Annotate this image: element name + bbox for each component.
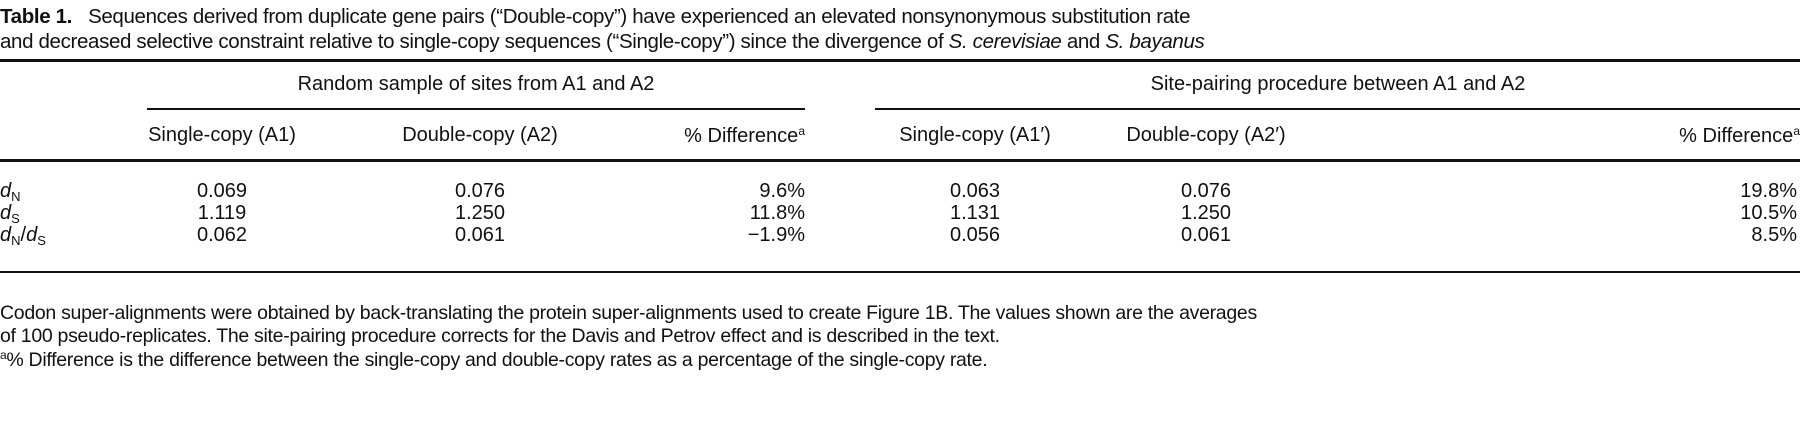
table-cell: 0.063 xyxy=(949,180,1001,202)
table-cell: 1.250 xyxy=(454,202,506,224)
species-1: S. cerevisiae xyxy=(948,30,1062,53)
caption-and: and xyxy=(1061,30,1106,53)
caption-line-2: and decreased selective constraint relat… xyxy=(0,30,949,53)
table-cell: 1.250 xyxy=(1180,202,1232,224)
species-2: S. bayanus xyxy=(1105,30,1205,53)
table-cell: −1.9% xyxy=(747,224,805,246)
caption-line-1: Sequences derived from duplicate gene pa… xyxy=(88,5,1191,28)
col-header-diff-1: % Differencea xyxy=(684,124,805,147)
table-cell: 1.131 xyxy=(949,202,1001,224)
group-rule-1 xyxy=(147,108,805,110)
group-header-site-pairing: Site-pairing procedure between A1 and A2 xyxy=(1150,73,1526,95)
table-cell: 0.056 xyxy=(949,224,1001,246)
table-note-2: of 100 pseudo-replicates. The site-pairi… xyxy=(0,325,1000,347)
table-cell: 9.6% xyxy=(759,180,805,202)
table-cell: 10.5% xyxy=(1740,202,1797,224)
table-cell: 0.069 xyxy=(196,180,248,202)
table-note-1: Codon super-alignments were obtained by … xyxy=(0,302,1257,324)
row-label: dN/dS xyxy=(0,224,46,248)
col-header-double-a2: Double-copy (A2) xyxy=(402,124,558,146)
col-header-diff-2: % Differencea xyxy=(1679,124,1800,147)
top-rule xyxy=(0,59,1800,62)
table-label: Table 1. xyxy=(0,5,73,28)
table-caption: Table 1. Sequences derived from duplicat… xyxy=(0,4,1800,54)
table-cell: 0.061 xyxy=(1180,224,1232,246)
row-label: dS xyxy=(0,202,20,226)
table-cell: 8.5% xyxy=(1751,224,1797,246)
row-label: dN xyxy=(0,180,21,204)
bottom-rule xyxy=(0,271,1800,273)
col-header-double-a2p: Double-copy (A2′) xyxy=(1126,124,1286,146)
table-footnote-a: a% Difference is the difference between … xyxy=(0,348,988,371)
table-cell: 0.062 xyxy=(196,224,248,246)
table-cell: 11.8% xyxy=(749,202,805,224)
group-rule-2 xyxy=(875,108,1800,110)
table-cell: 19.8% xyxy=(1740,180,1797,202)
col-header-single-a1p: Single-copy (A1′) xyxy=(899,124,1051,146)
col-header-single-a1: Single-copy (A1) xyxy=(148,124,296,146)
table-cell: 1.119 xyxy=(197,202,247,224)
group-header-random: Random sample of sites from A1 and A2 xyxy=(297,73,655,95)
table-cell: 0.076 xyxy=(454,180,506,202)
table-cell: 0.061 xyxy=(454,224,506,246)
table-cell: 0.076 xyxy=(1180,180,1232,202)
header-rule xyxy=(0,159,1800,162)
